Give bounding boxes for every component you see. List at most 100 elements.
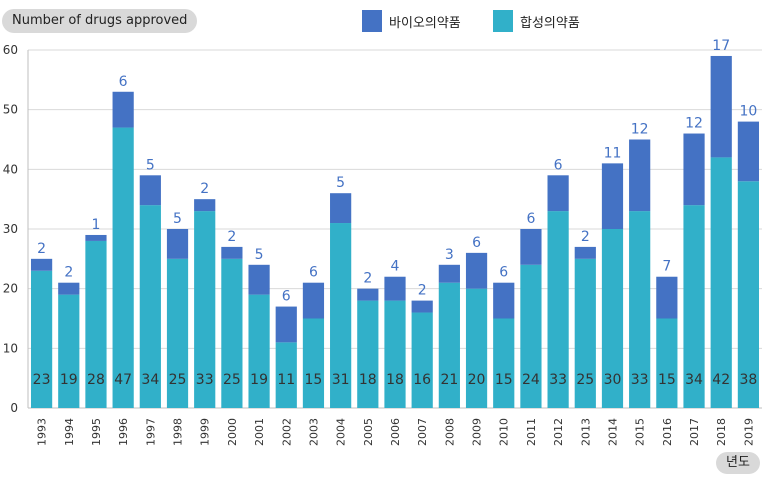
bar-bio (520, 229, 542, 265)
data-label-bio: 6 (282, 289, 291, 305)
y-axis-title: Number of drugs approved (2, 9, 198, 33)
y-tick-label: 30 (3, 222, 18, 236)
legend-item-bio: 바이오의약품 (362, 9, 461, 33)
data-label-synthetic: 34 (685, 372, 703, 388)
x-tick-label: 2010 (498, 418, 511, 446)
bar-synthetic (737, 181, 760, 408)
y-tick-label: 50 (3, 103, 18, 117)
legend-item-synthetic: 합성의약품 (493, 9, 580, 33)
data-label-bio: 5 (255, 247, 264, 263)
bar-bio (438, 264, 460, 283)
bar-bio (601, 163, 624, 229)
bar-bio (493, 282, 515, 319)
data-label-synthetic: 15 (495, 372, 513, 388)
x-tick-label: 2000 (226, 418, 239, 446)
data-label-synthetic: 28 (87, 372, 105, 388)
bar-bio (112, 91, 134, 128)
bar-synthetic (520, 264, 542, 408)
data-label-bio: 5 (146, 157, 155, 173)
bar-bio (166, 229, 189, 259)
data-label-bio: 17 (712, 38, 730, 54)
bar-bio (357, 288, 379, 301)
bar-synthetic (656, 318, 678, 408)
data-label-synthetic: 25 (169, 372, 187, 388)
x-tick-label: 1996 (117, 418, 130, 446)
data-label-synthetic: 34 (141, 372, 159, 388)
data-label-bio: 4 (391, 259, 400, 275)
data-label-synthetic: 20 (468, 372, 486, 388)
legend-swatch-bio (362, 10, 382, 32)
bar-bio (275, 306, 297, 343)
bar-synthetic (302, 318, 325, 408)
bar-synthetic (601, 229, 624, 408)
x-tick-label: 1999 (199, 418, 212, 446)
data-label-synthetic: 47 (114, 372, 132, 388)
bar-synthetic (357, 300, 379, 408)
bar-synthetic (139, 205, 161, 408)
data-label-bio: 6 (309, 265, 318, 281)
data-label-bio: 7 (662, 259, 671, 275)
x-tick-label: 2001 (253, 418, 266, 446)
data-label-bio: 12 (631, 122, 649, 138)
data-label-synthetic: 19 (60, 372, 78, 388)
data-label-synthetic: 25 (576, 372, 594, 388)
bar-bio (330, 193, 352, 224)
bar-bio (302, 282, 325, 319)
bar-synthetic (629, 211, 651, 408)
data-label-bio: 2 (227, 229, 236, 245)
data-label-bio: 5 (336, 175, 345, 191)
x-tick-label: 1994 (63, 418, 76, 446)
y-tick-label: 10 (3, 341, 18, 355)
data-label-synthetic: 11 (277, 372, 295, 388)
data-label-synthetic: 42 (712, 372, 730, 388)
x-tick-label: 2004 (335, 418, 348, 446)
data-label-bio: 2 (200, 181, 209, 197)
bar-bio (139, 175, 161, 206)
bar-bio (710, 55, 732, 158)
x-tick-label: 2013 (579, 418, 592, 446)
bar-synthetic (112, 127, 134, 409)
data-label-synthetic: 21 (440, 372, 458, 388)
data-label-synthetic: 31 (332, 372, 350, 388)
data-label-synthetic: 23 (33, 372, 51, 388)
y-tick-label: 0 (10, 401, 18, 415)
data-label-synthetic: 24 (522, 372, 540, 388)
bar-bio (221, 246, 243, 259)
data-label-bio: 10 (739, 104, 757, 120)
bar-synthetic (194, 211, 216, 408)
data-label-bio: 11 (604, 145, 622, 161)
bar-synthetic (58, 294, 80, 408)
data-label-synthetic: 18 (386, 372, 404, 388)
bar-bio (30, 258, 53, 271)
bar-synthetic (275, 342, 297, 408)
y-tick-label: 60 (3, 43, 18, 57)
data-label-bio: 2 (581, 229, 590, 245)
x-tick-label: 2007 (416, 418, 429, 446)
data-label-bio: 2 (64, 265, 73, 281)
x-tick-label: 2016 (661, 418, 674, 446)
data-label-synthetic: 18 (359, 372, 377, 388)
x-tick-label: 2003 (307, 418, 320, 446)
bar-bio (58, 282, 80, 295)
legend-label-bio: 바이오의약품 (389, 15, 461, 31)
bar-bio (683, 133, 705, 206)
data-label-bio: 6 (472, 235, 481, 251)
bar-bio (629, 139, 651, 212)
x-tick-label: 1993 (36, 418, 49, 446)
bar-bio (574, 246, 596, 259)
y-tick-label: 40 (3, 162, 18, 176)
x-tick-label: 2018 (715, 418, 728, 446)
data-label-bio: 2 (363, 271, 372, 287)
bar-synthetic (330, 223, 352, 408)
x-tick-label: 2012 (552, 418, 565, 446)
x-tick-label: 2011 (525, 418, 538, 446)
data-label-bio: 1 (92, 217, 101, 233)
data-label-bio: 2 (418, 283, 427, 299)
data-label-synthetic: 25 (223, 372, 241, 388)
data-label-synthetic: 19 (250, 372, 268, 388)
x-tick-label: 2017 (688, 418, 701, 446)
bar-bio (737, 121, 760, 182)
bar-synthetic (248, 294, 270, 408)
x-tick-label: 2002 (280, 418, 293, 446)
data-label-bio: 6 (526, 211, 535, 227)
